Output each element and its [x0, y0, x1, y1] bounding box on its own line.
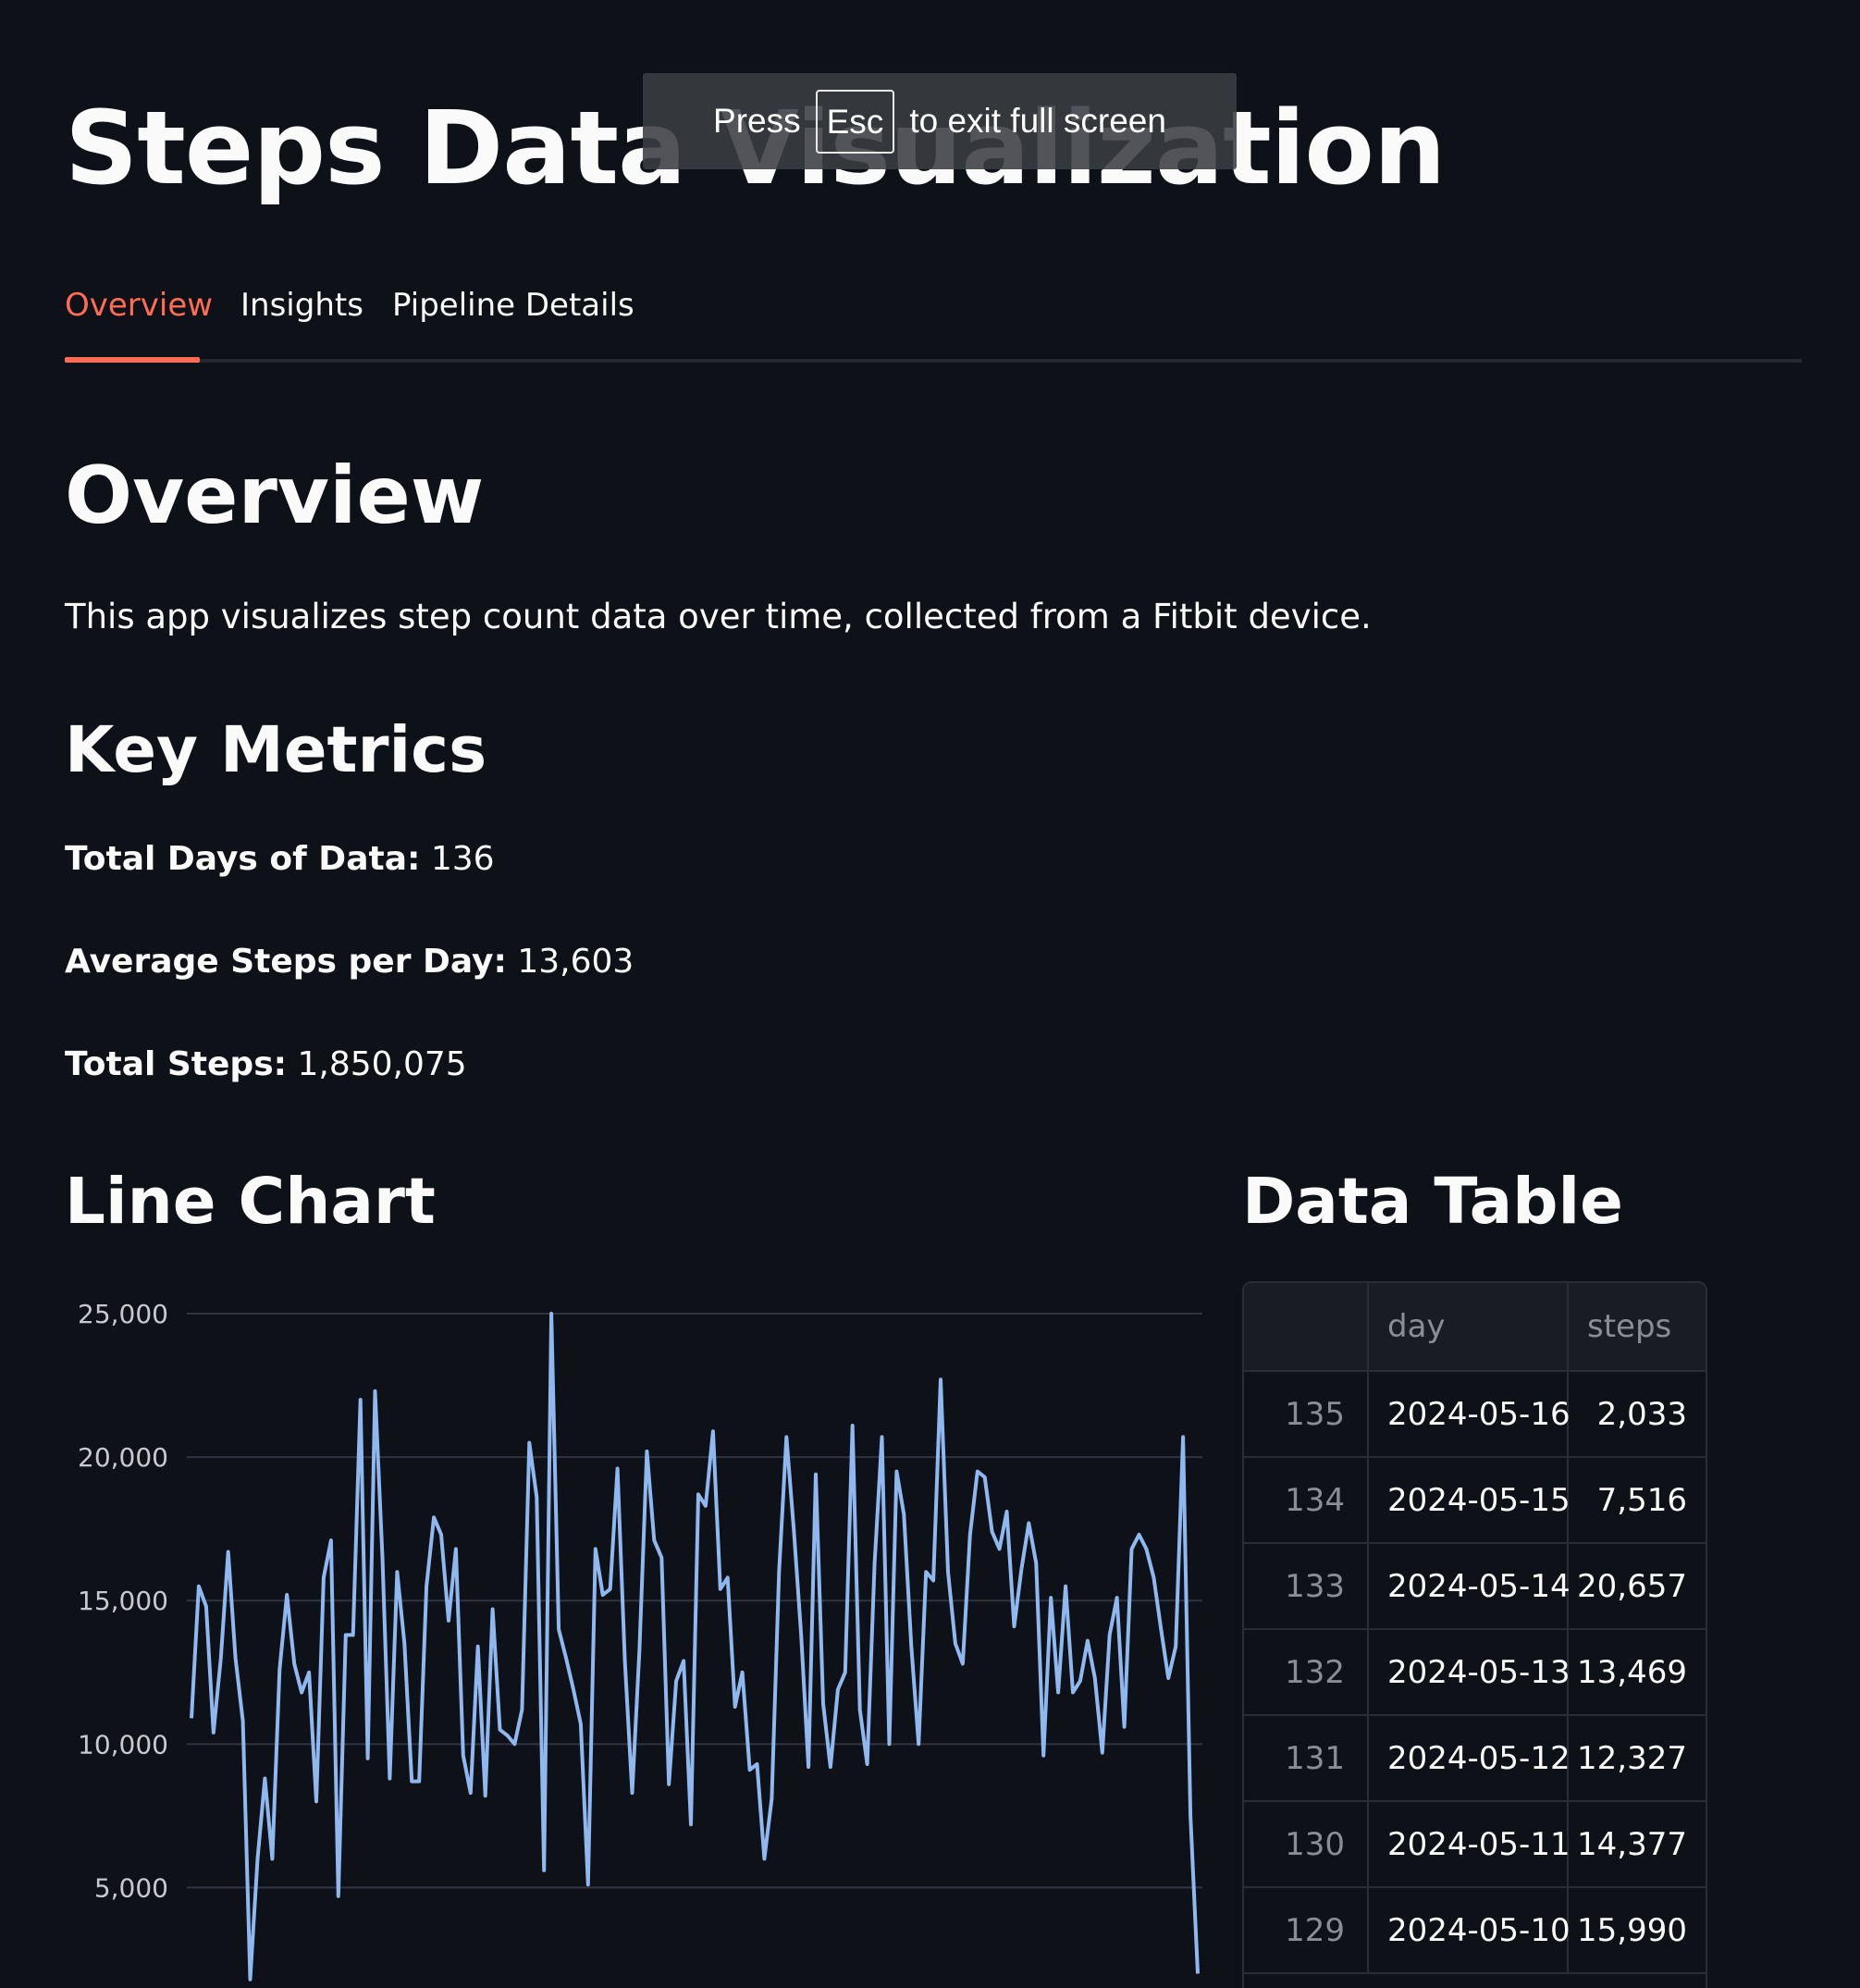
- row-steps[interactable]: 20,657: [1577, 1567, 1687, 1605]
- key-metrics-heading: Key Metrics: [65, 713, 487, 787]
- row-day[interactable]: 2024-05-11: [1369, 1802, 1571, 1886]
- row-steps[interactable]: 15,990: [1577, 1911, 1687, 1949]
- table-row[interactable]: 131 2024-05-12 12,327: [1244, 1716, 1706, 1802]
- data-table[interactable]: day steps 135 2024-05-16 2,033 134 2024-…: [1242, 1281, 1707, 1988]
- active-tab-indicator: [65, 357, 200, 363]
- tab-overview[interactable]: Overview: [65, 287, 214, 324]
- tab-pipeline-details[interactable]: Pipeline Details: [392, 287, 634, 324]
- toast-prefix: Press: [713, 102, 801, 140]
- row-steps[interactable]: 7,516: [1596, 1481, 1687, 1519]
- column-header-day[interactable]: day: [1369, 1283, 1569, 1370]
- y-tick-label: 20,000: [78, 1442, 168, 1473]
- row-day[interactable]: 2024-05-13: [1369, 1630, 1571, 1714]
- table-row[interactable]: 135 2024-05-16 2,033: [1244, 1372, 1706, 1458]
- table-row[interactable]: 129 2024-05-10 15,990: [1244, 1888, 1706, 1974]
- row-steps[interactable]: 12,327: [1577, 1739, 1687, 1777]
- line-chart-heading: Line Chart: [65, 1165, 436, 1239]
- row-day[interactable]: 2024-05-14: [1369, 1544, 1571, 1628]
- metric-total-steps: Total Steps: 1,850,075: [65, 1045, 467, 1083]
- row-index: 135: [1244, 1372, 1369, 1456]
- metric-average-steps: Average Steps per Day: 13,603: [65, 943, 634, 981]
- table-row[interactable]: 130 2024-05-11 14,377: [1244, 1802, 1706, 1888]
- tab-insights[interactable]: Insights: [240, 287, 363, 324]
- metric-total-steps-value: 1,850,075: [297, 1045, 467, 1083]
- y-tick-label: 5,000: [94, 1872, 168, 1903]
- metric-total-steps-label: Total Steps:: [65, 1045, 288, 1083]
- row-steps[interactable]: 13,469: [1577, 1653, 1687, 1691]
- tab-bar: Overview Insights Pipeline Details: [65, 278, 1802, 363]
- row-index: 134: [1244, 1458, 1369, 1542]
- row-index: 133: [1244, 1544, 1369, 1628]
- y-tick-label: 25,000: [78, 1299, 168, 1329]
- steps-line-chart[interactable]: 25,000 20,000 15,000 10,000 5,000: [55, 1290, 1212, 1988]
- row-steps[interactable]: 14,377: [1577, 1825, 1687, 1863]
- toast-suffix: to exit full screen: [909, 102, 1166, 140]
- column-header-index: [1244, 1283, 1369, 1370]
- row-day[interactable]: 2024-05-16: [1369, 1372, 1571, 1456]
- row-day[interactable]: 2024-05-10: [1369, 1888, 1571, 1972]
- overview-description: This app visualizes step count data over…: [65, 597, 1372, 636]
- row-day[interactable]: 2024-05-12: [1369, 1716, 1571, 1800]
- row-index: 132: [1244, 1630, 1369, 1714]
- fullscreen-exit-toast: Press Esc to exit full screen: [643, 73, 1237, 169]
- esc-key-badge: Esc: [815, 89, 895, 154]
- row-index: 131: [1244, 1716, 1369, 1800]
- overview-heading: Overview: [65, 450, 485, 542]
- row-steps[interactable]: 2,033: [1596, 1395, 1687, 1433]
- table-row[interactable]: 133 2024-05-14 20,657: [1244, 1544, 1706, 1630]
- metric-total-days-value: 136: [430, 840, 495, 878]
- data-table-heading: Data Table: [1242, 1165, 1623, 1239]
- column-header-steps[interactable]: steps: [1587, 1308, 1672, 1345]
- y-tick-label: 15,000: [78, 1586, 168, 1616]
- row-day[interactable]: 2024-05-15: [1369, 1458, 1571, 1542]
- tab-bar-divider: [65, 359, 1802, 363]
- row-index: 129: [1244, 1888, 1369, 1972]
- y-tick-label: 10,000: [78, 1729, 168, 1760]
- metric-average-steps-value: 13,603: [517, 943, 634, 981]
- metric-total-days: Total Days of Data: 136: [65, 840, 495, 878]
- metric-average-steps-label: Average Steps per Day:: [65, 943, 507, 981]
- metric-total-days-label: Total Days of Data:: [65, 840, 421, 878]
- steps-series-line[interactable]: [190, 1312, 1200, 1982]
- table-header-row: day steps: [1244, 1283, 1706, 1372]
- table-row[interactable]: 134 2024-05-15 7,516: [1244, 1458, 1706, 1544]
- row-index: 130: [1244, 1802, 1369, 1886]
- table-row[interactable]: 132 2024-05-13 13,469: [1244, 1630, 1706, 1716]
